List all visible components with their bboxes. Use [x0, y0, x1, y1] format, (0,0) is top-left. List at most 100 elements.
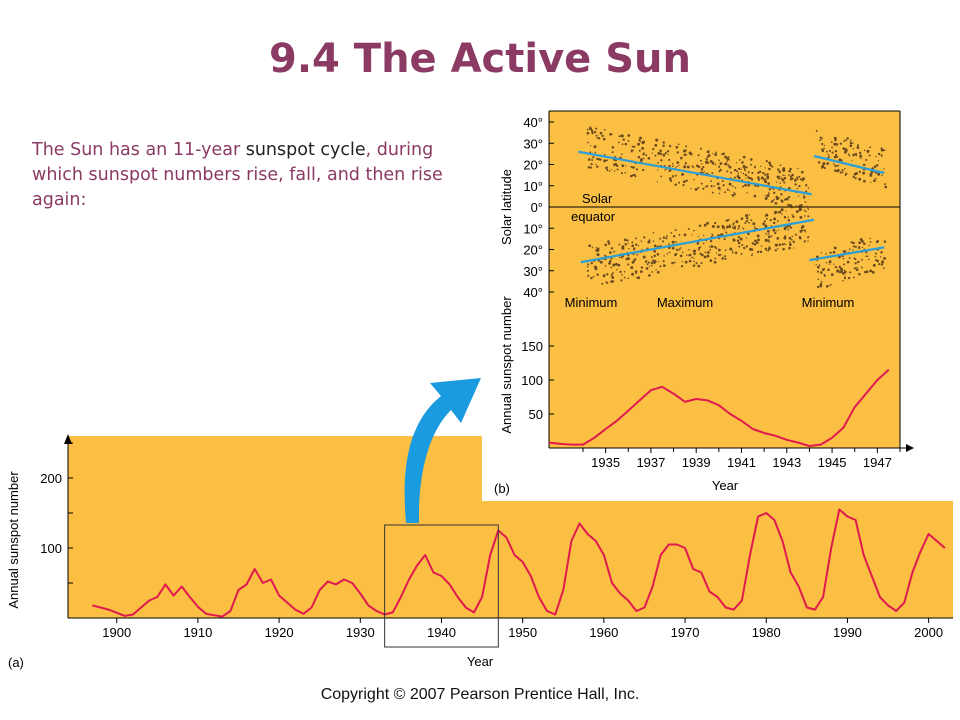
butterfly-dot: [621, 273, 623, 276]
butterfly-dot: [858, 241, 861, 245]
butterfly-dot: [784, 226, 787, 230]
butterfly-dot: [614, 162, 618, 166]
butterfly-dot: [595, 134, 598, 137]
butterfly-dot: [732, 222, 735, 225]
butterfly-dot: [782, 247, 785, 251]
butterfly-dot: [590, 158, 594, 162]
butterfly-dot: [610, 247, 614, 250]
butterfly-dot: [597, 247, 600, 250]
butterfly-dot: [634, 270, 638, 274]
butterfly-dot: [721, 180, 724, 183]
butterfly-dot: [782, 174, 785, 177]
butterfly-dot: [665, 237, 668, 240]
butterfly-dot: [618, 243, 621, 246]
butterfly-dot: [604, 128, 606, 131]
butterfly-dot: [754, 165, 756, 167]
butterfly-dot: [799, 215, 803, 219]
butterfly-dot: [754, 239, 757, 243]
butterfly-dot: [805, 205, 808, 208]
butterfly-dot: [868, 258, 870, 261]
butterfly-dot: [627, 263, 630, 266]
butterfly-dot: [684, 149, 687, 152]
butterfly-dot: [745, 177, 747, 179]
butterfly-dot: [695, 262, 698, 265]
butterfly-dot: [861, 266, 863, 269]
butterfly-dot: [785, 210, 787, 212]
panel-b-lat-axis-title: Solar latitude: [499, 169, 514, 245]
butterfly-dot: [799, 229, 803, 233]
butterfly-dot: [795, 210, 799, 214]
butterfly-dot: [799, 207, 802, 211]
butterfly-dot: [742, 228, 745, 230]
butterfly-dot: [662, 240, 665, 243]
butterfly-dot: [637, 276, 640, 280]
butterfly-dot: [616, 168, 619, 171]
butterfly-dot: [836, 269, 840, 273]
butterfly-dot: [861, 239, 864, 243]
butterfly-dot: [643, 236, 646, 239]
butterfly-dot: [774, 231, 777, 235]
butterfly-dot: [821, 268, 825, 271]
butterfly-dot: [756, 234, 760, 238]
butterfly-dot: [737, 225, 741, 228]
butterfly-dot: [703, 223, 707, 227]
butterfly-dot: [869, 241, 872, 243]
butterfly-dot: [725, 162, 727, 164]
butterfly-dot: [774, 210, 777, 214]
panel-b-x-tick-label: 1941: [727, 455, 756, 470]
phase-label: Minimum: [565, 295, 618, 310]
butterfly-dot: [663, 255, 665, 257]
butterfly-dot: [849, 144, 853, 148]
panel-a-x-tick-label: 1920: [265, 625, 294, 640]
butterfly-dot: [604, 254, 607, 257]
butterfly-dot: [757, 171, 760, 174]
butterfly-dot: [674, 174, 677, 177]
butterfly-dot: [753, 166, 756, 169]
butterfly-dot: [740, 171, 742, 173]
butterfly-dot: [674, 229, 677, 232]
butterfly-dot: [627, 140, 630, 142]
butterfly-dot: [729, 171, 733, 174]
butterfly-dot: [783, 236, 787, 239]
butterfly-dot: [650, 255, 653, 258]
butterfly-dot: [615, 262, 618, 266]
butterfly-dot: [771, 200, 774, 203]
butterfly-dot: [789, 240, 791, 243]
butterfly-dot: [722, 184, 725, 187]
butterfly-dot: [820, 271, 823, 274]
butterfly-dot: [797, 195, 800, 197]
butterfly-dot: [742, 227, 744, 229]
butterfly-dot: [868, 244, 870, 247]
butterfly-dot: [653, 249, 657, 253]
panel-a-x-tick-label: 1910: [183, 625, 212, 640]
butterfly-dot: [623, 270, 626, 273]
butterfly-dot: [880, 263, 884, 266]
butterfly-dot: [635, 168, 639, 171]
butterfly-dot: [686, 165, 690, 169]
butterfly-dot: [592, 156, 595, 159]
butterfly-dot: [745, 219, 749, 223]
panel-a-x-tick-label: 2000: [914, 625, 943, 640]
butterfly-dot: [737, 227, 740, 230]
butterfly-dot: [776, 220, 779, 222]
butterfly-dot: [643, 157, 645, 160]
butterfly-dot: [764, 173, 767, 176]
butterfly-dot: [766, 175, 770, 178]
butterfly-dot: [877, 261, 879, 263]
butterfly-dot: [815, 264, 817, 266]
butterfly-dot: [834, 150, 838, 153]
butterfly-dot: [714, 153, 718, 156]
butterfly-dot: [739, 237, 743, 241]
butterfly-dot: [724, 249, 727, 251]
cycle-17-south-fit-line: [580, 218, 815, 264]
panel-a-x-tick-label: 1980: [752, 625, 781, 640]
butterfly-dot: [724, 229, 726, 231]
butterfly-dot: [647, 261, 650, 264]
butterfly-dot: [767, 239, 770, 242]
butterfly-dot: [757, 178, 761, 181]
butterfly-dot: [804, 210, 807, 213]
butterfly-dot: [844, 174, 847, 176]
butterfly-dot: [595, 247, 598, 249]
butterfly-dot: [827, 268, 830, 272]
butterfly-dot: [740, 217, 744, 220]
